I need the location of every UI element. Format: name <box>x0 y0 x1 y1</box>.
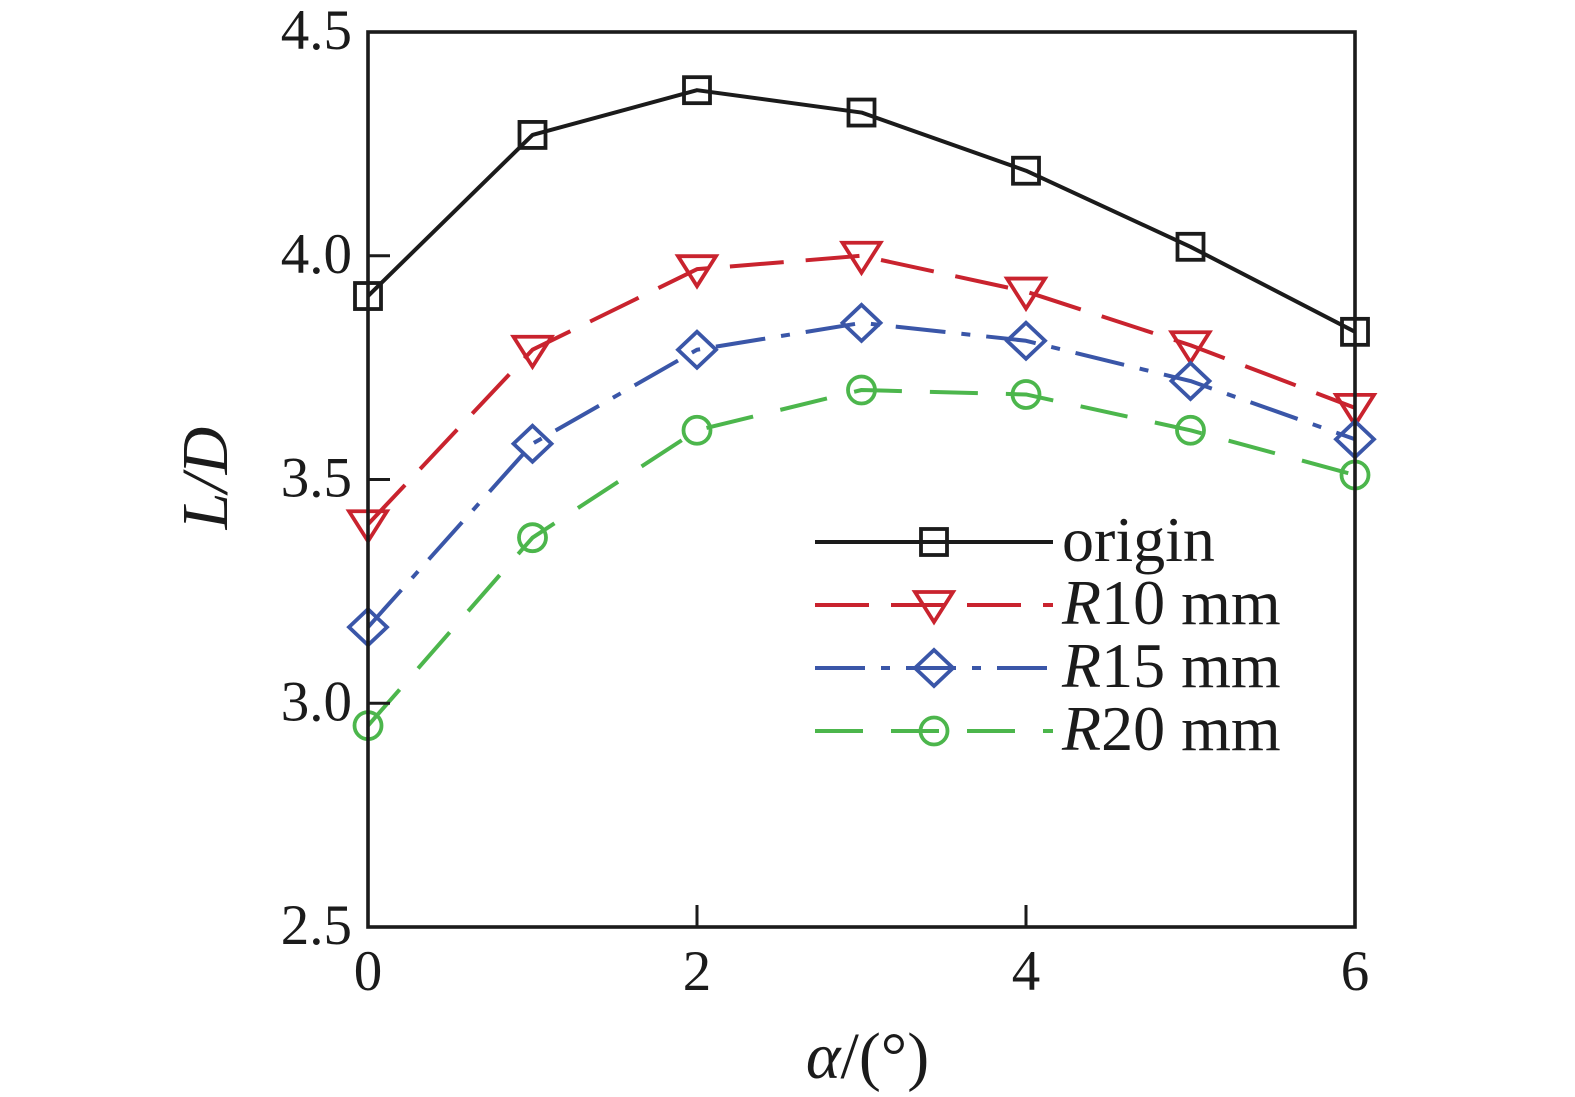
y-tick-label: 3.0 <box>281 670 352 733</box>
triangle-down-marker <box>674 254 720 290</box>
legend-item: R15 mm <box>815 630 1281 701</box>
x-tick-label: 0 <box>354 940 383 1003</box>
series-line <box>366 320 1356 629</box>
diamond-marker <box>839 302 884 344</box>
series-line <box>366 253 1356 526</box>
y-tick-label: 4.0 <box>281 223 352 286</box>
square-marker <box>682 75 712 106</box>
circle-marker <box>846 374 877 406</box>
diamond-marker <box>1004 320 1048 362</box>
x-axis-label: α/(°) <box>806 1020 929 1093</box>
plot-frame <box>366 30 1357 929</box>
legend-label: R20 mm <box>1061 693 1281 764</box>
triangle-down-marker <box>1168 330 1213 366</box>
circle-marker <box>517 522 548 554</box>
x-tick-label: 6 <box>1341 940 1370 1003</box>
diamond-marker <box>1168 360 1213 402</box>
diamond-marker <box>675 329 719 371</box>
series-r20-mm <box>352 374 1371 742</box>
square-marker <box>846 97 877 128</box>
series-line <box>366 88 1356 334</box>
circle-marker <box>1175 414 1206 446</box>
x-tick-label: 2 <box>683 940 712 1003</box>
triangle-down-marker <box>839 240 884 277</box>
series-line <box>366 388 1356 727</box>
axis-tick-labels: 4.5 4.0 3.5 3.0 2.50 2 4 6 <box>281 0 1370 1003</box>
x-tick-label: 4 <box>1012 940 1041 1003</box>
legend-label: origin <box>1062 504 1215 575</box>
diamond-marker <box>912 647 956 689</box>
axis-ticks <box>368 254 1028 927</box>
y-axis-label: L/D <box>169 427 242 531</box>
y-tick-label: 3.5 <box>281 447 352 510</box>
triangle-down-marker <box>1003 276 1049 313</box>
square-marker <box>1011 155 1041 186</box>
square-marker <box>919 527 949 557</box>
square-marker <box>517 120 548 150</box>
plot-border <box>366 30 1357 929</box>
legend-item: R20 mm <box>815 693 1281 764</box>
circle-marker <box>918 715 950 747</box>
y-tick-label: 4.5 <box>281 0 352 62</box>
circle-marker <box>681 414 713 446</box>
y-tick-label: 2.5 <box>281 894 352 957</box>
circle-marker <box>1010 379 1042 410</box>
diamond-marker <box>510 423 555 465</box>
legend-label: R15 mm <box>1061 630 1281 701</box>
legend-item: origin <box>815 504 1215 575</box>
square-marker <box>1175 231 1206 262</box>
axis-labels: L/D α/(°) <box>169 427 929 1093</box>
legend-label: R10 mm <box>1061 567 1281 638</box>
triangle-down-marker <box>911 590 957 626</box>
triangle-down-marker <box>510 334 555 371</box>
legend-item: R10 mm <box>815 567 1281 638</box>
